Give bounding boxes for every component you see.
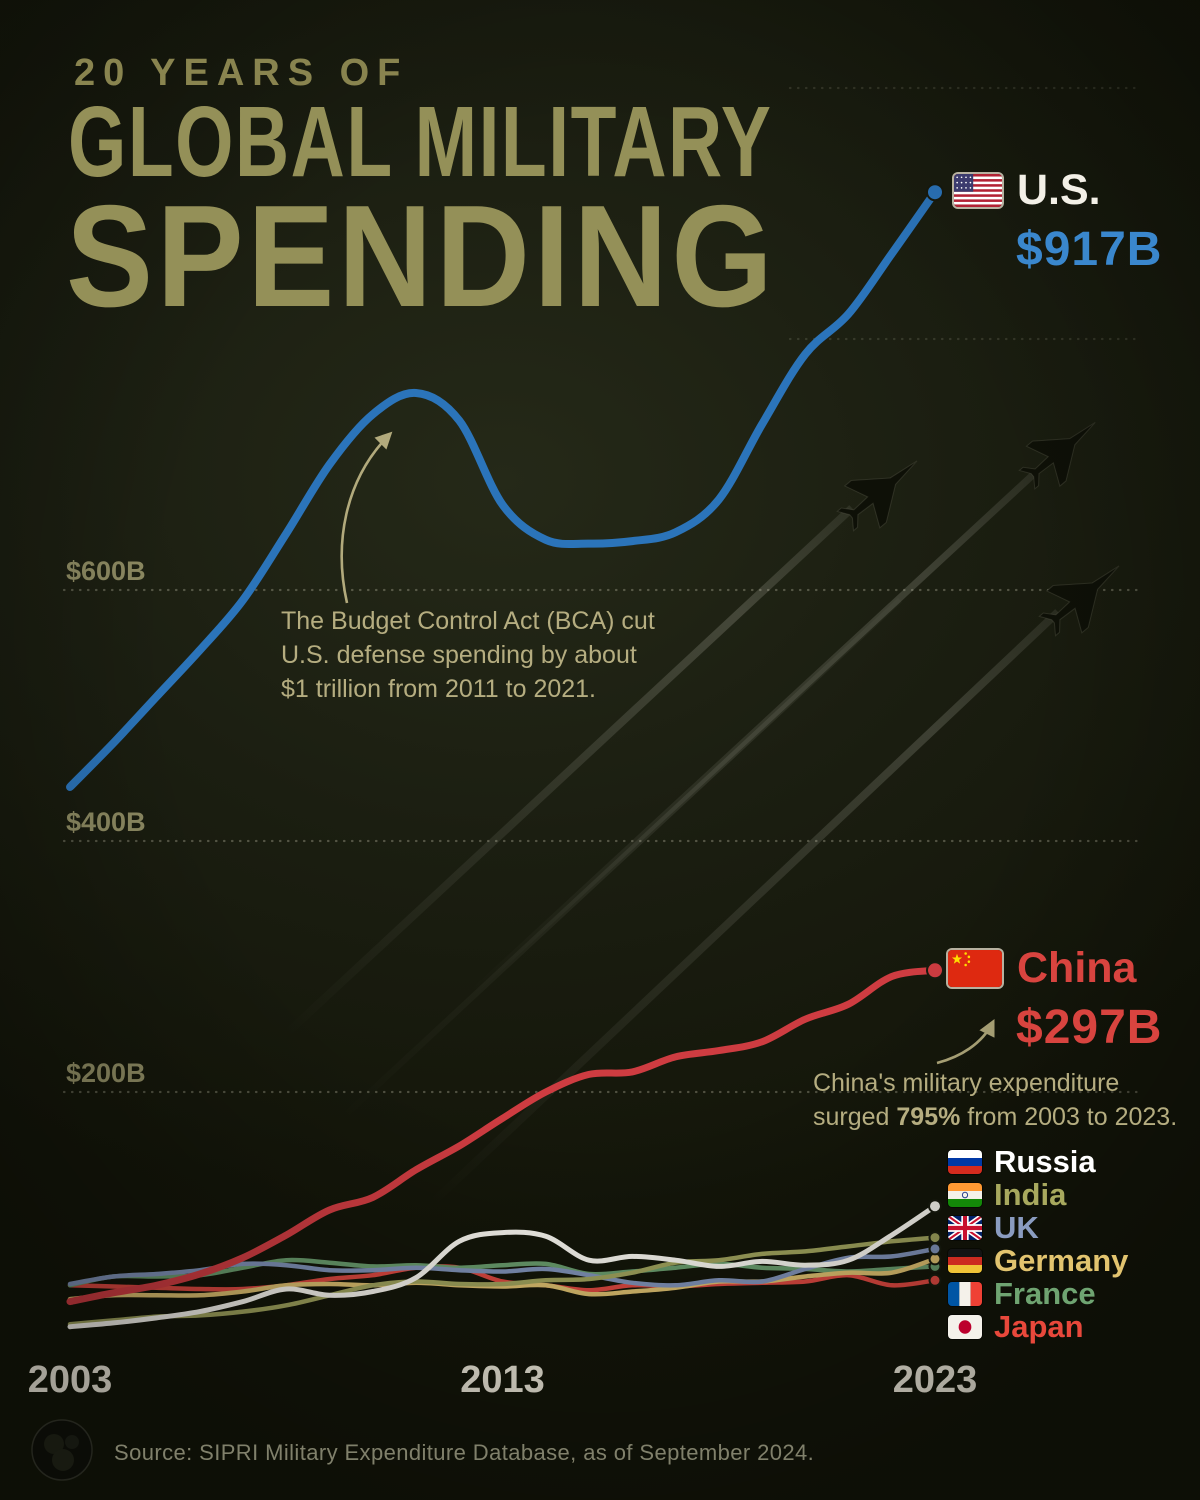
legend-item-france: France — [948, 1276, 1128, 1311]
legend-item-japan: Japan — [948, 1309, 1128, 1344]
us-callout: U.S. $917B — [954, 166, 1162, 277]
x-axis-tick-label: 2023 — [893, 1359, 978, 1401]
legend-label: Russia — [994, 1144, 1096, 1179]
china-callout-label: China — [1017, 944, 1137, 992]
gridlines-layer: $200B $400B $600B — [62, 86, 1142, 1094]
legend-item-india: India — [948, 1177, 1128, 1212]
bca-annotation: The Budget Control Act (BCA) cut U.S. de… — [281, 604, 655, 706]
page-title-line2: SPENDING — [66, 175, 777, 337]
page-title-line1: GLOBAL MILITARY — [68, 86, 773, 198]
legend-label: Germany — [994, 1243, 1129, 1278]
title-eyebrow: 20 YEARS OF — [74, 52, 409, 94]
china-callout: China $297B — [948, 944, 1162, 1055]
us-callout-value: $917B — [1016, 223, 1163, 276]
series-endpoint-russia — [928, 1199, 942, 1214]
russia-flag-icon — [948, 1150, 982, 1174]
series-line-us — [66, 188, 939, 791]
legend-item-russia: Russia — [948, 1144, 1128, 1179]
y-axis-tick-label: $600B — [66, 556, 146, 586]
series-line-russia — [67, 1203, 938, 1330]
legend-label: France — [994, 1276, 1096, 1311]
legend-item-germany: Germany — [948, 1243, 1129, 1278]
series-line-japan — [67, 1264, 938, 1293]
us-flag-icon — [954, 174, 1002, 207]
fighter-jet-icon — [1029, 544, 1138, 648]
legend-label: UK — [994, 1210, 1039, 1245]
bca-annotation-line: The Budget Control Act (BCA) cut — [281, 607, 655, 635]
x-axis-tick-label: 2013 — [460, 1359, 545, 1401]
series-endpoint-japan — [928, 1273, 942, 1287]
bca-annotation-line: $1 trillion from 2011 to 2021. — [281, 675, 597, 703]
germany-flag-icon — [948, 1249, 982, 1273]
uk-flag-icon — [948, 1216, 982, 1240]
x-axis-layer: 2003 2013 2023 — [28, 1359, 978, 1401]
series-layer — [66, 183, 944, 1330]
us-callout-label: U.S. — [1017, 166, 1101, 214]
china-annotation: China's military expenditure surged 795%… — [813, 1066, 1177, 1134]
y-axis-tick-label: $400B — [66, 807, 146, 837]
voronoi-logo-icon — [30, 1418, 94, 1482]
contrails — [282, 469, 1061, 1208]
series-endpoint-uk — [928, 1242, 942, 1256]
series-endpoint-india — [928, 1231, 942, 1245]
series-endpoint-us — [926, 183, 944, 202]
legend-label: Japan — [994, 1309, 1084, 1344]
contrail — [337, 597, 903, 1123]
china-annotation-line: surged 795% from 2003 to 2023. — [813, 1103, 1178, 1131]
india-flag-icon — [948, 1183, 982, 1207]
annotation-arrows — [340, 431, 995, 1065]
series-line-germany — [67, 1256, 938, 1302]
legend: Russia India UK — [948, 1144, 1129, 1344]
japan-flag-icon — [948, 1315, 982, 1339]
contrail — [427, 609, 1061, 1208]
china-annotation-arrow — [936, 1018, 995, 1065]
china-annotation-line: China's military expenditure — [813, 1069, 1120, 1097]
series-endpoint-china — [926, 961, 944, 980]
source-text: Source: SIPRI Military Expenditure Datab… — [114, 1440, 815, 1465]
china-flag-icon — [948, 950, 1002, 987]
france-flag-icon — [948, 1282, 982, 1306]
fighter-jet-icon — [827, 439, 936, 543]
contrail — [282, 505, 855, 1038]
legend-item-uk: UK — [948, 1210, 1128, 1245]
legend-label: India — [994, 1177, 1067, 1212]
china-callout-value: $297B — [1016, 1001, 1163, 1054]
bca-annotation-line: U.S. defense spending by about — [281, 641, 637, 669]
bca-annotation-arrow — [340, 431, 393, 604]
series-line-india — [67, 1235, 938, 1327]
series-line-china — [66, 966, 939, 1306]
x-axis-tick-label: 2003 — [28, 1359, 113, 1401]
y-axis-tick-label: $200B — [66, 1058, 146, 1088]
